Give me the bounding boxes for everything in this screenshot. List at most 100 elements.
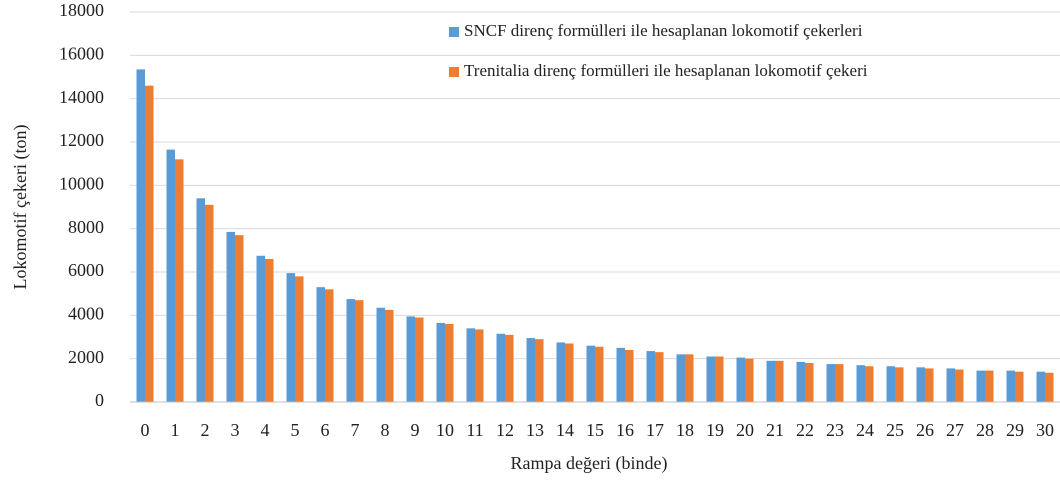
x-tick-label: 6 — [321, 420, 330, 440]
x-tick-label: 18 — [676, 420, 694, 440]
y-tick-label: 4000 — [68, 303, 104, 323]
bar — [445, 324, 454, 402]
bar — [595, 346, 604, 402]
bar — [1045, 372, 1054, 402]
x-tick-label: 8 — [381, 420, 390, 440]
legend-label: Trenitalia direnç formülleri ile hesapla… — [464, 61, 868, 80]
bar — [946, 368, 955, 402]
x-tick-label: 29 — [1006, 420, 1024, 440]
bar — [616, 347, 625, 402]
bar — [856, 365, 865, 402]
x-tick-label: 20 — [736, 420, 754, 440]
bar — [625, 350, 634, 402]
bar — [325, 289, 334, 402]
bar — [535, 339, 544, 402]
bar — [586, 345, 595, 402]
x-tick-label: 25 — [886, 420, 904, 440]
bar — [475, 329, 484, 402]
x-tick-label: 30 — [1036, 420, 1054, 440]
y-tick-label: 10000 — [59, 173, 104, 193]
x-tick-label: 0 — [141, 420, 150, 440]
y-tick-label: 18000 — [59, 0, 104, 20]
bar — [385, 309, 394, 402]
bar — [316, 287, 325, 402]
bar — [526, 338, 535, 402]
y-tick-label: 16000 — [59, 43, 104, 63]
bar — [136, 69, 145, 403]
bar — [235, 235, 244, 402]
x-tick-label: 19 — [706, 420, 724, 440]
legend-marker — [449, 67, 459, 77]
x-tick-label: 9 — [411, 420, 420, 440]
bar — [955, 369, 964, 402]
x-tick-label: 10 — [436, 420, 454, 440]
bar — [145, 85, 154, 403]
bar — [925, 368, 934, 402]
bar — [406, 316, 415, 402]
y-axis-label: Lokomotif çekeri (ton) — [10, 125, 31, 290]
x-tick-label: 3 — [231, 420, 240, 440]
bar — [775, 360, 784, 402]
bar — [256, 255, 265, 402]
bar — [556, 342, 565, 402]
x-axis-label: Rampa değeri (binde) — [511, 453, 668, 474]
bar — [895, 367, 904, 402]
bar — [1036, 371, 1045, 402]
bar — [745, 358, 754, 402]
bar — [286, 273, 295, 402]
bar — [826, 364, 835, 402]
y-tick-label: 2000 — [68, 347, 104, 367]
x-tick-label: 16 — [616, 420, 634, 440]
x-tick-label: 11 — [466, 420, 483, 440]
y-tick-label: 12000 — [59, 130, 104, 150]
x-tick-label: 22 — [796, 420, 814, 440]
y-tick-label: 8000 — [68, 217, 104, 237]
x-tick-label: 23 — [826, 420, 844, 440]
x-tick-label: 21 — [766, 420, 784, 440]
bar — [466, 328, 475, 402]
bar — [376, 307, 385, 402]
bar — [736, 357, 745, 402]
bar — [295, 276, 304, 402]
bar — [985, 370, 994, 402]
bar — [1006, 370, 1015, 402]
bar — [796, 361, 805, 402]
bar — [346, 299, 355, 402]
bar — [676, 354, 685, 402]
bar — [766, 360, 775, 402]
x-tick-label: 1 — [171, 420, 180, 440]
bar — [805, 363, 814, 402]
bar — [436, 322, 445, 402]
x-tick-label: 24 — [856, 420, 874, 440]
bar — [886, 366, 895, 402]
x-tick-label: 26 — [916, 420, 934, 440]
bar — [865, 366, 874, 402]
x-tick-label: 4 — [261, 420, 270, 440]
x-tick-label: 13 — [526, 420, 544, 440]
x-tick-label: 15 — [586, 420, 604, 440]
bar — [505, 334, 514, 402]
bar — [496, 333, 505, 402]
bar — [976, 370, 985, 402]
bar — [835, 364, 844, 402]
bar — [196, 198, 205, 402]
x-tick-label: 2 — [201, 420, 210, 440]
bar — [355, 300, 364, 402]
x-tick-label: 14 — [556, 420, 574, 440]
y-tick-label: 6000 — [68, 260, 104, 280]
bar — [655, 352, 664, 402]
x-tick-label: 12 — [496, 420, 514, 440]
y-tick-label: 0 — [95, 390, 104, 410]
legend-label: SNCF direnç formülleri ile hesaplanan lo… — [464, 21, 863, 40]
x-tick-label: 27 — [946, 420, 964, 440]
bar — [415, 317, 424, 402]
bar — [205, 204, 214, 402]
x-tick-label: 17 — [646, 420, 664, 440]
bar — [565, 343, 574, 402]
y-tick-label: 14000 — [59, 87, 104, 107]
x-tick-label: 7 — [351, 420, 360, 440]
x-tick-label: 28 — [976, 420, 994, 440]
legend-marker — [449, 27, 459, 37]
bar — [1015, 371, 1024, 402]
